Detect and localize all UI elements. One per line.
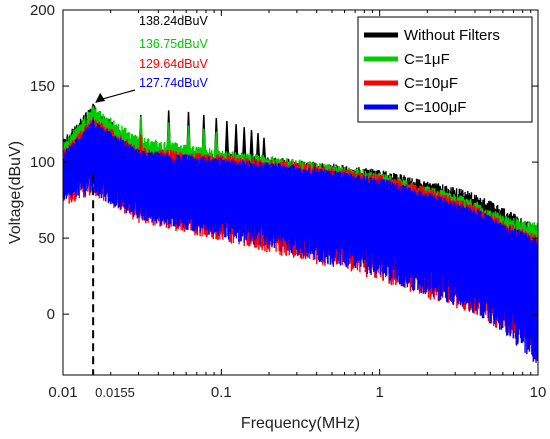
x-axis-ticks: 0.01 0.0155 0.1 1 10 (48, 10, 546, 401)
peak-annotation-1: 136.75dBuV (139, 37, 208, 51)
series-peak-1-3 (185, 125, 192, 160)
series-layer (63, 103, 538, 363)
series-trace-3 (63, 120, 538, 363)
x-tick-label: 10 (530, 384, 547, 401)
series-3 (63, 119, 538, 363)
legend-label-3: C=100μF (404, 99, 466, 116)
peak-annotation-2: 129.64dBuV (139, 57, 208, 71)
annotation-arrow-head (95, 92, 106, 103)
peak-annotation-0: 138.24dBuV (139, 14, 208, 28)
x-tick-label: 1 (375, 384, 383, 401)
y-tick-label: 150 (30, 78, 55, 95)
legend-label-2: C=10μF (404, 75, 458, 92)
plot-frame (62, 9, 539, 376)
y-tick-label: 50 (38, 230, 55, 247)
y-tick-label: 100 (30, 154, 55, 171)
peak-annotation-3: 127.74dBuV (139, 76, 208, 90)
y-axis-ticks: 0 50 100 150 200 (30, 2, 538, 323)
series-peak-3-0 (90, 119, 96, 136)
legend-label-1: C=1μF (404, 51, 450, 68)
peak-annotations: 138.24dBuV 136.75dBuV 129.64dBuV 127.74dBuV (95, 14, 208, 103)
y-tick-label: 0 (47, 306, 55, 323)
x-axis-label: Frequency(MHz) (241, 415, 360, 432)
x-tick-label: 0.01 (48, 384, 77, 401)
legend-label-0: Without Filters (404, 27, 500, 44)
legend: Without Filters C=1μF C=10μF C=100μF (357, 16, 533, 123)
y-axis-label: Voltage(dBuV) (7, 141, 24, 244)
series-peak-1-0 (90, 106, 96, 122)
series-peak-1-2 (165, 122, 172, 157)
y-tick-label: 200 (30, 2, 55, 19)
x-tick-label: 0.1 (211, 384, 232, 401)
annotation-arrow-line (98, 89, 136, 101)
series-peak-1-4 (201, 128, 207, 163)
x-tick-label: 0.0155 (95, 385, 135, 400)
